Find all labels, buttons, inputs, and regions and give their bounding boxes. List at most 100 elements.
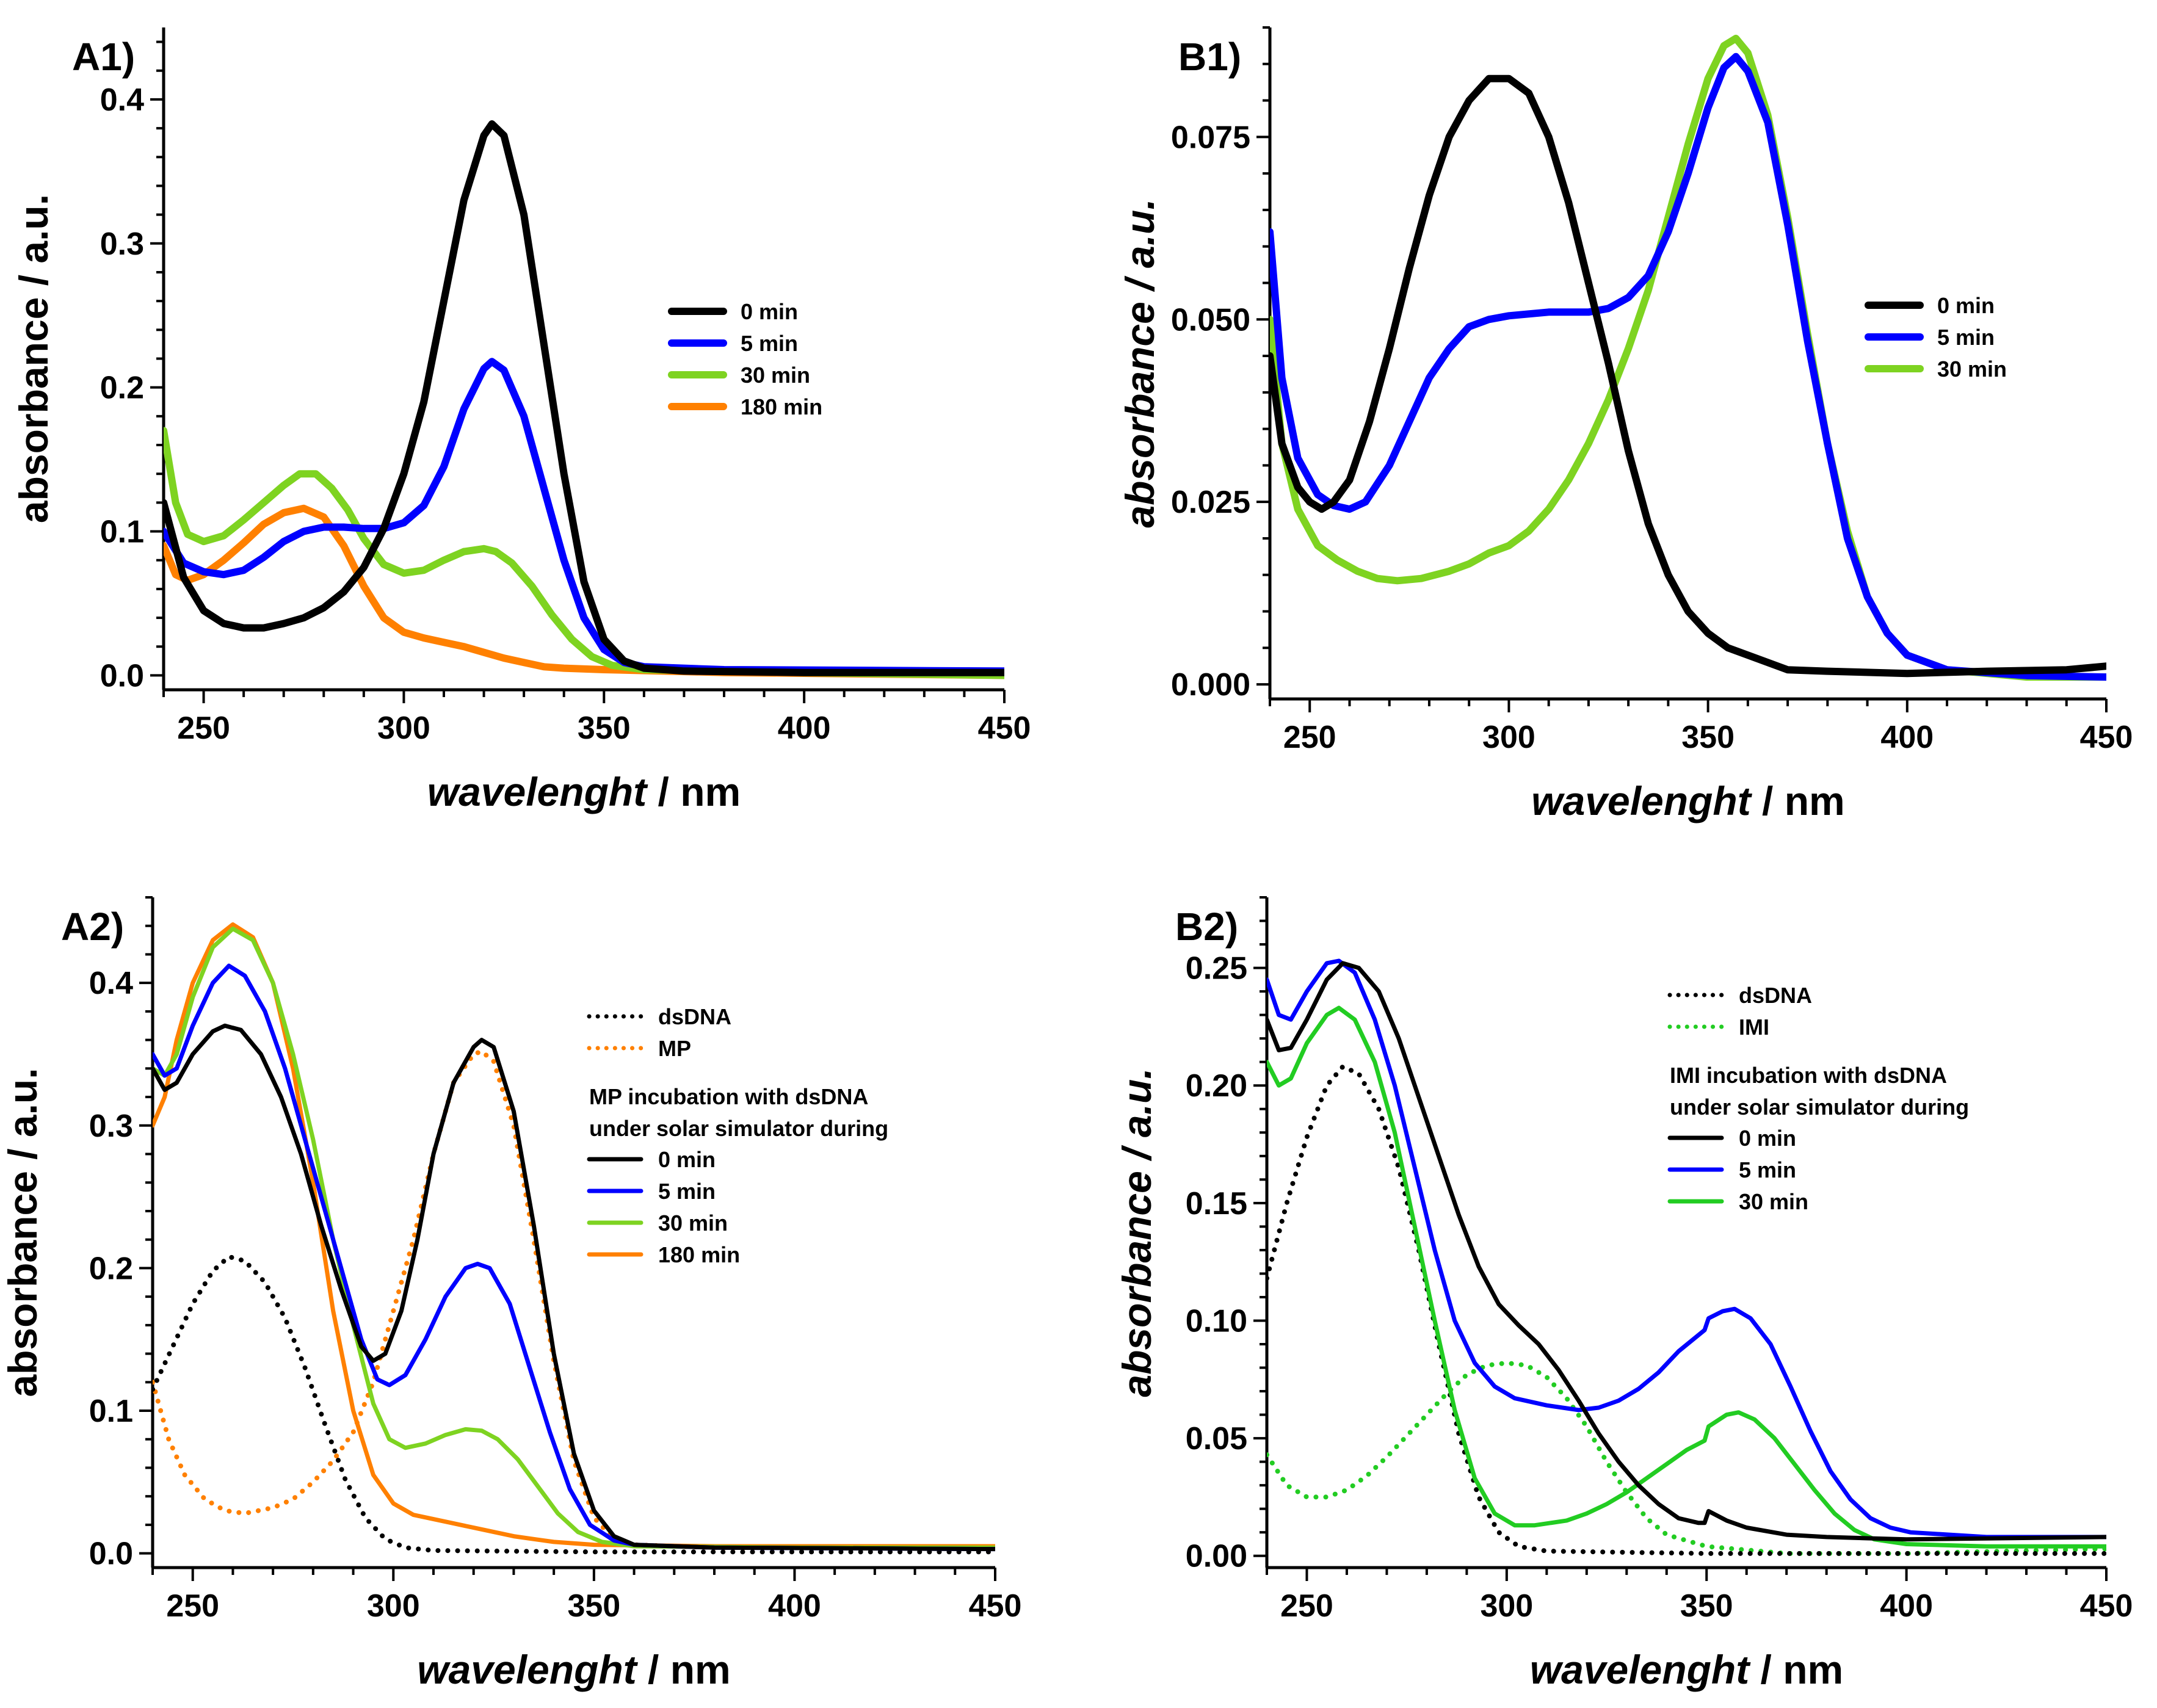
y-tick-label: 0.15	[1186, 1186, 1247, 1221]
y-tick-label: 0.000	[1171, 667, 1250, 703]
legend-label-5-min: 5 min	[1937, 325, 1995, 350]
series-line-5-min	[164, 358, 1004, 675]
legend-label-5-min: 5 min	[658, 1179, 716, 1204]
x-axis-title: wavelenght / nm	[1530, 1647, 1843, 1692]
x-tick-label: 300	[377, 711, 430, 746]
y-tick-label: 0.25	[1186, 951, 1247, 986]
legend-label-imi: IMI	[1739, 1015, 1769, 1040]
series-line-0-min	[1267, 961, 2106, 1542]
legend-header-line: under solar simulator during	[589, 1116, 888, 1141]
legend-header-line: MP incubation with dsDNA	[589, 1084, 868, 1109]
legend-label-0-min: 0 min	[741, 299, 798, 324]
x-tick-label: 350	[1681, 720, 1735, 755]
legend-label-30-min: 30 min	[1739, 1189, 1808, 1214]
series-line-180-min	[153, 922, 995, 1549]
y-tick-label: 0.050	[1171, 302, 1250, 338]
legend-label-dsdna: dsDNA	[658, 1004, 731, 1029]
x-tick-label: 300	[367, 1588, 420, 1624]
series-line-5-min	[1267, 958, 2106, 1540]
x-tick-label: 400	[768, 1588, 821, 1624]
panel-b1: 250 300 350 400 450 0.000 0.025 0.050 0.075 wavel…	[1117, 26, 2133, 823]
series-line-30-min	[1267, 1005, 2106, 1549]
y-tick-label: 0.3	[100, 226, 144, 262]
legend-label-30-min: 30 min	[658, 1210, 728, 1236]
panel-b2: 250 300 350 400 450 0.00 0.05 0.10 0.15 0.20 0.25 w…	[1114, 896, 2133, 1692]
y-axis-title: absorbance / a.u.	[0, 1068, 45, 1397]
legend-label-5-min: 5 min	[741, 331, 798, 356]
y-tick-label: 0.4	[100, 82, 144, 118]
y-tick-label: 0.3	[89, 1109, 133, 1144]
series-group	[1267, 958, 2106, 1556]
y-tick-label: 0.10	[1186, 1303, 1247, 1339]
x-tick-label: 350	[567, 1588, 620, 1624]
panel-label: A1)	[72, 35, 135, 79]
y-tick-label: 0.20	[1186, 1068, 1247, 1104]
series-line-180-min	[164, 504, 1004, 679]
x-tick-label: 250	[1280, 1588, 1333, 1624]
legend-label-0-min: 0 min	[1739, 1126, 1796, 1151]
legend-label-0-min: 0 min	[658, 1147, 716, 1172]
y-tick-label: 0.00	[1186, 1539, 1247, 1574]
series-line-5-min	[153, 963, 995, 1552]
x-axis-title: wavelenght / nm	[417, 1647, 730, 1692]
series-line-30-min	[153, 926, 995, 1550]
legend-label-180-min: 180 min	[658, 1242, 740, 1267]
y-tick-label: 0.05	[1186, 1421, 1247, 1457]
series-line-imi	[1267, 1360, 2106, 1556]
series-line-0-min	[164, 120, 1004, 676]
x-tick-label: 450	[978, 711, 1031, 746]
x-tick-label: 300	[1482, 720, 1535, 755]
x-tick-label: 250	[177, 711, 230, 746]
legend-label-0-min: 0 min	[1937, 293, 1995, 318]
legend-header-line: under solar simulator during	[1670, 1095, 1969, 1120]
legend-header-line: IMI incubation with dsDNA	[1670, 1063, 1947, 1088]
y-tick-label: 0.0	[100, 658, 144, 693]
y-axis-title: absorbance / a.u.	[1117, 198, 1162, 527]
x-axis-title: wavelenght / nm	[427, 769, 741, 814]
x-tick-label: 350	[1680, 1588, 1733, 1624]
panel-a1: 250 300 350 400 450 0.0 0.1 0.2 0.3 0.4 wavelenght…	[11, 27, 1031, 814]
x-tick-label: 450	[2080, 720, 2133, 755]
y-tick-label: 0.2	[89, 1251, 133, 1286]
x-tick-label: 250	[1283, 720, 1336, 755]
series-group	[153, 922, 995, 1555]
series-group	[1270, 34, 2106, 681]
series-line-30-min	[164, 427, 1004, 679]
x-tick-label: 400	[1880, 720, 1934, 755]
y-tick-label: 0.075	[1171, 120, 1250, 155]
y-tick-label: 0.0	[89, 1536, 133, 1572]
series-group	[164, 120, 1004, 679]
legend: 0 min 5 min 30 min	[1865, 293, 2007, 382]
panel-a2: 250 300 350 400 450 0.0 0.1 0.2 0.3 0.4 wavelenght…	[0, 896, 1022, 1692]
x-tick-label: 300	[1480, 1588, 1533, 1624]
x-tick-label: 450	[2080, 1588, 2133, 1624]
y-tick-label: 0.1	[89, 1394, 133, 1429]
panel-label: B1)	[1178, 35, 1241, 79]
y-tick-label: 0.025	[1171, 485, 1250, 520]
x-tick-label: 400	[1880, 1588, 1933, 1624]
y-axis-title: absorbance / a.u.	[1114, 1068, 1159, 1397]
legend-label-mp: MP	[658, 1036, 691, 1061]
x-tick-label: 400	[778, 711, 831, 746]
x-axis-title: wavelenght / nm	[1531, 778, 1844, 823]
legend: dsDNA IMI IMI incubation with dsDNA under s…	[1667, 983, 1969, 1214]
legend-label-180-min: 180 min	[741, 394, 822, 419]
y-axis-title: absorbance / a.u.	[11, 194, 56, 523]
legend: dsDNA MP MP incubation with dsDNA under sol…	[587, 1004, 888, 1267]
legend-label-dsdna: dsDNA	[1739, 983, 1812, 1008]
legend-label-30-min: 30 min	[1937, 356, 2007, 382]
legend-label-5-min: 5 min	[1739, 1157, 1796, 1182]
y-tick-label: 0.2	[100, 371, 144, 406]
x-tick-label: 350	[578, 711, 631, 746]
legend: 0 min 5 min 30 min 180 min	[668, 299, 822, 419]
series-line-dsdna	[153, 1254, 995, 1555]
series-line-5-min	[1270, 52, 2106, 681]
series-line-0-min	[153, 1023, 995, 1552]
panel-label: A2)	[61, 905, 124, 949]
panel-label: B2)	[1175, 905, 1238, 949]
legend-label-30-min: 30 min	[741, 363, 810, 388]
y-tick-label: 0.1	[100, 515, 144, 550]
x-tick-label: 450	[969, 1588, 1022, 1624]
y-tick-label: 0.4	[89, 966, 133, 1001]
x-tick-label: 250	[166, 1588, 219, 1624]
